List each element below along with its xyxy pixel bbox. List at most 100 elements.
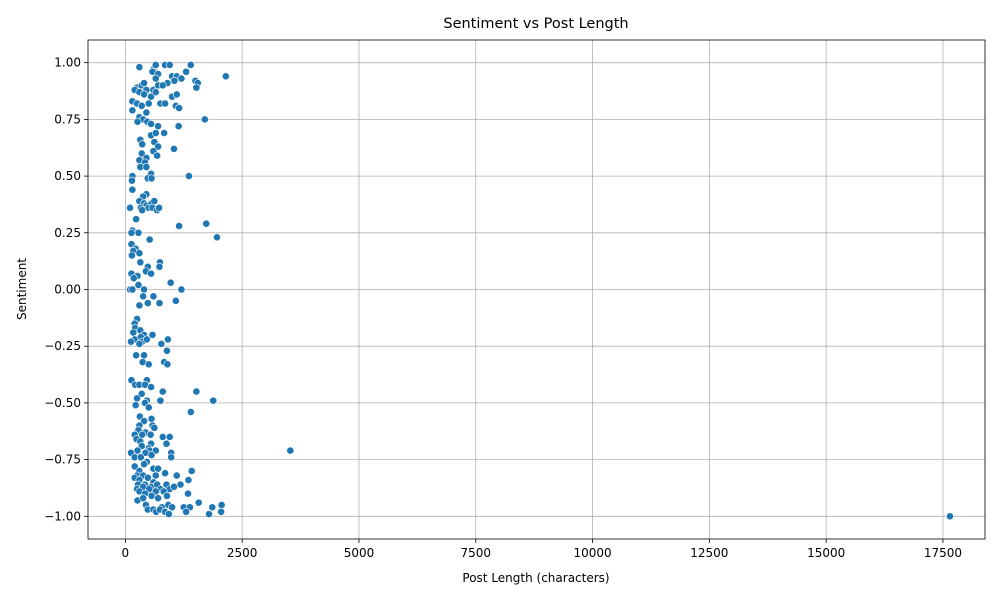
x-tick-label: 15000: [807, 546, 845, 560]
scatter-point: [150, 423, 159, 432]
scatter-point: [140, 460, 148, 469]
scatter-point: [154, 464, 162, 473]
scatter-point: [140, 417, 148, 425]
scatter-point: [158, 387, 167, 396]
scatter-point: [171, 296, 180, 305]
chart-title: Sentiment vs Post Length: [443, 16, 628, 32]
scatter-point: [154, 122, 162, 131]
y-tick-label: −0.75: [44, 453, 81, 467]
scatter-point: [151, 129, 160, 137]
scatter-point: [136, 453, 145, 462]
y-tick-label: 0.00: [54, 283, 81, 297]
scatter-point: [151, 61, 160, 69]
x-tick-label: 5000: [344, 546, 375, 560]
scatter-point: [144, 360, 153, 369]
scatter-point: [131, 401, 140, 410]
scatter-point: [174, 122, 183, 131]
scatter-point: [172, 90, 181, 99]
scatter-point: [160, 129, 169, 137]
scatter-point: [182, 67, 191, 76]
scatter-point: [161, 99, 169, 108]
scatter-point: [128, 106, 137, 115]
scatter-point: [161, 469, 169, 478]
scatter-point: [167, 453, 176, 462]
scatter-point: [185, 172, 193, 180]
scatter-point: [128, 185, 137, 194]
scatter-point: [142, 335, 151, 344]
scatter-point: [164, 510, 173, 518]
y-axis-ticks: −1.00 −0.75 −0.50 −0.25 0.00 0.25 0.50 0.75 1.00: [44, 56, 88, 523]
scatter-point: [132, 351, 141, 360]
scatter-point: [145, 235, 154, 244]
scatter-point: [129, 274, 138, 283]
scatter-point: [213, 233, 221, 242]
data-points: [126, 61, 954, 521]
scatter-point: [128, 285, 137, 294]
scatter-point: [177, 285, 186, 294]
scatter-point: [186, 61, 195, 69]
scatter-point: [155, 203, 163, 212]
scatter-point: [136, 258, 145, 267]
x-tick-label: 17500: [924, 546, 962, 560]
scatter-point: [170, 144, 178, 153]
scatter-point: [217, 507, 226, 516]
scatter-point: [221, 72, 230, 81]
scatter-point: [127, 228, 136, 237]
scatter-point: [139, 494, 148, 503]
scatter-point: [143, 473, 152, 482]
scatter-point: [200, 115, 209, 124]
scatter-point: [147, 120, 155, 128]
scatter-point: [162, 439, 171, 448]
y-tick-label: 1.00: [54, 56, 81, 70]
scatter-point: [163, 492, 171, 500]
scatter-point: [140, 90, 148, 99]
scatter-point: [140, 351, 148, 360]
scatter-point: [150, 197, 159, 205]
scatter-point: [134, 228, 143, 237]
scatter-point: [187, 467, 196, 475]
scatter-point: [144, 99, 153, 108]
scatter-point: [168, 503, 176, 512]
scatter-point: [192, 83, 201, 92]
x-tick-label: 2500: [227, 546, 258, 560]
scatter-point: [155, 299, 164, 308]
scatter-point: [202, 219, 211, 228]
x-tick-label: 0: [122, 546, 130, 560]
x-axis-ticks: 0 2500 5000 7500 10000 12500 15000 17500: [122, 539, 962, 560]
scatter-point: [155, 262, 164, 271]
scatter-point: [156, 396, 165, 405]
scatter-point: [128, 251, 136, 260]
scatter-point: [133, 117, 142, 126]
scatter-point: [137, 149, 146, 158]
scatter-point: [209, 396, 218, 405]
scatter-point: [126, 203, 134, 212]
scatter-point: [147, 492, 156, 500]
scatter-point: [137, 389, 146, 398]
scatter-point: [182, 507, 191, 516]
scatter-point: [186, 408, 195, 416]
scatter-point: [205, 510, 213, 518]
scatter-point: [170, 76, 179, 85]
y-tick-label: 0.50: [54, 169, 81, 183]
scatter-point: [154, 142, 162, 151]
scatter-point: [165, 433, 174, 441]
y-tick-label: 0.75: [54, 112, 81, 126]
scatter-point: [175, 222, 184, 230]
scatter-point: [184, 489, 192, 498]
scatter-point: [192, 387, 201, 396]
scatter-point: [140, 79, 148, 87]
scatter-point: [286, 446, 295, 455]
scatter-point: [176, 480, 185, 489]
scatter-point: [147, 451, 156, 459]
y-tick-label: −0.50: [44, 396, 81, 410]
scatter-point: [170, 482, 178, 491]
scatter-point: [154, 494, 162, 503]
scatter-point: [144, 403, 153, 412]
scatter-point: [151, 471, 160, 480]
scatter-point: [147, 269, 155, 278]
scatter-point: [130, 462, 139, 471]
scatter-point: [175, 104, 184, 112]
scatter-point: [127, 337, 135, 346]
scatter-point: [194, 498, 203, 507]
scatter-point: [140, 285, 148, 294]
